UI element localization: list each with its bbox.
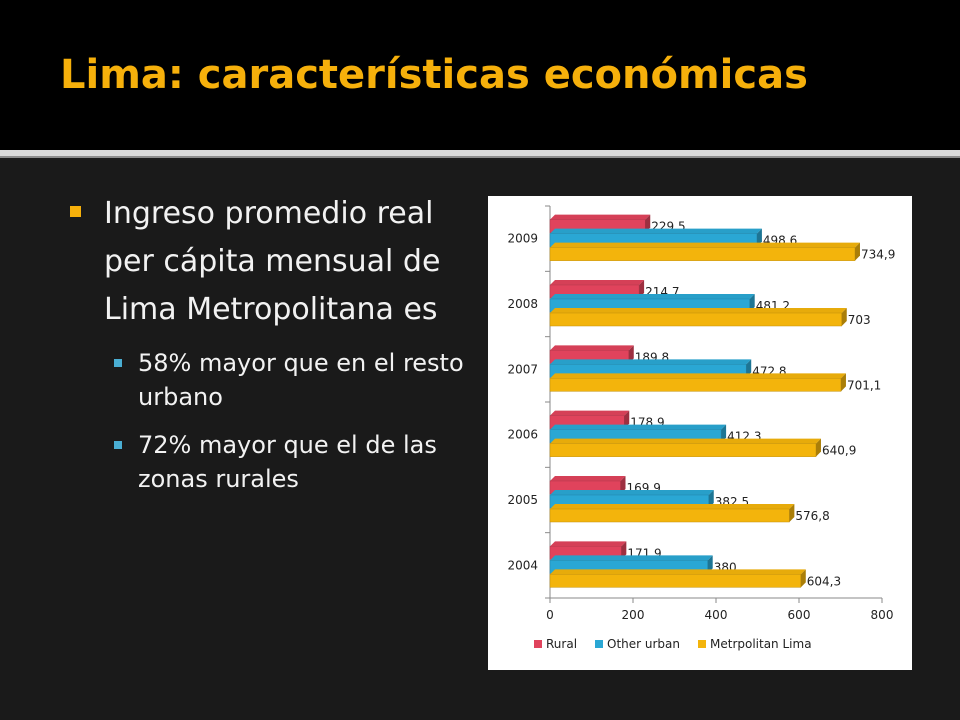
x-tick-label: 400	[705, 608, 728, 622]
bar	[549, 312, 842, 327]
bar-top-face	[550, 359, 752, 365]
category-label: 2004	[507, 558, 538, 572]
sub-bullet-list: 58% mayor que en el resto urbano 72% may…	[112, 346, 470, 496]
bar-side-face	[854, 242, 860, 261]
bar-side-face	[639, 280, 645, 298]
bar-side-face	[789, 504, 795, 522]
bar-side-face	[628, 345, 634, 364]
bar-top-face	[550, 424, 727, 430]
bar-top-face	[550, 242, 860, 248]
bar	[549, 443, 817, 457]
sub-bullet-square-icon	[114, 359, 122, 367]
bar-side-face	[756, 228, 762, 247]
bar	[549, 247, 856, 261]
bullet-square-icon	[70, 206, 81, 217]
legend-label: Other urban	[607, 637, 680, 651]
data-label: 640,9	[822, 444, 856, 458]
legend-swatch	[534, 640, 542, 648]
bar-side-face	[840, 373, 846, 392]
data-label: 734,9	[861, 248, 895, 262]
bar-top-face	[550, 228, 762, 234]
bar	[549, 508, 790, 523]
chart-panel: 2009 2008 2007 2006 2005 2004 0 200 400 600 800 229…	[488, 196, 912, 670]
bar-top-face	[550, 345, 634, 351]
bar-top-face	[550, 555, 713, 561]
bar-top-face	[550, 294, 755, 299]
data-label: 701,1	[847, 378, 881, 392]
title-divider-shadow	[0, 156, 960, 158]
category-label: 2008	[507, 297, 538, 311]
sub-bullet: 58% mayor que en el resto urbano	[112, 346, 470, 414]
bar-side-face	[708, 490, 714, 508]
bar-side-face	[749, 294, 755, 312]
bar-top-face	[550, 214, 651, 220]
bar	[549, 378, 842, 392]
sub-bullet-text: 58% mayor que en el resto urbano	[138, 349, 464, 411]
bar-top-face	[550, 569, 806, 575]
sub-bullet-text: 72% mayor que el de las zonas rurales	[138, 431, 437, 493]
bar-top-face	[550, 410, 630, 416]
slide-title: Lima: características económicas	[60, 52, 808, 98]
legend-swatch	[595, 640, 603, 648]
legend-label: Metrpolitan Lima	[710, 637, 812, 651]
bar-top-face	[550, 438, 821, 444]
bullet-list: Ingreso promedio real per cápita mensual…	[70, 190, 470, 510]
title-bar: Lima: características económicas	[0, 0, 960, 150]
bar-side-face	[624, 410, 630, 429]
legend-label: Rural	[546, 637, 577, 651]
data-label: 604,3	[807, 574, 841, 588]
x-tick-label: 800	[871, 608, 894, 622]
title-divider	[0, 150, 960, 156]
bar-side-face	[707, 555, 713, 574]
category-label: 2009	[507, 232, 538, 246]
bar-side-face	[645, 214, 651, 233]
bar-top-face	[550, 476, 626, 481]
bar-side-face	[815, 438, 821, 457]
bar-side-face	[621, 541, 627, 560]
main-bullet-text: Ingreso promedio real per cápita mensual…	[104, 196, 441, 327]
bar-top-face	[550, 541, 627, 547]
bar-top-face	[550, 373, 846, 379]
sub-bullet-square-icon	[114, 441, 122, 449]
bar-side-face	[841, 308, 847, 326]
bar-side-face	[746, 359, 752, 378]
legend-swatch	[698, 640, 706, 648]
category-label: 2006	[507, 428, 538, 442]
bar-top-face	[550, 504, 795, 509]
data-label: 703	[848, 313, 871, 327]
main-bullet: Ingreso promedio real per cápita mensual…	[70, 190, 470, 334]
bar	[549, 574, 802, 588]
x-tick-label: 0	[546, 608, 554, 622]
data-label: 576,8	[795, 509, 829, 523]
bar-top-face	[550, 280, 645, 285]
bar-side-face	[721, 424, 727, 443]
bar-top-face	[550, 308, 847, 313]
sub-bullet: 72% mayor que el de las zonas rurales	[112, 428, 470, 496]
category-label: 2007	[507, 362, 538, 376]
bar-top-face	[550, 490, 714, 495]
bar-side-face	[800, 569, 806, 588]
bar-side-face	[620, 476, 626, 494]
category-label: 2005	[507, 493, 538, 507]
x-tick-label: 600	[788, 608, 811, 622]
x-tick-label: 200	[622, 608, 645, 622]
